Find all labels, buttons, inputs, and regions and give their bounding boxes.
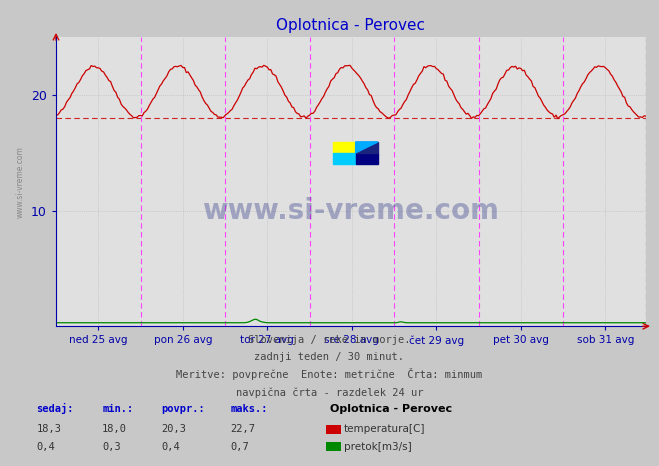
Text: www.si-vreme.com: www.si-vreme.com (202, 197, 500, 225)
Text: temperatura[C]: temperatura[C] (344, 425, 426, 434)
Text: Slovenija / reke in morje.: Slovenija / reke in morje. (248, 335, 411, 344)
Text: 18,3: 18,3 (36, 425, 61, 434)
Text: povpr.:: povpr.: (161, 404, 205, 414)
Text: 22,7: 22,7 (231, 425, 256, 434)
Text: 18,0: 18,0 (102, 425, 127, 434)
Title: Oplotnica - Perovec: Oplotnica - Perovec (276, 18, 426, 34)
Bar (333, 153, 356, 164)
Text: 0,3: 0,3 (102, 442, 121, 452)
Text: pretok[m3/s]: pretok[m3/s] (344, 442, 412, 452)
Text: 0,4: 0,4 (36, 442, 55, 452)
Text: 0,4: 0,4 (161, 442, 180, 452)
Text: www.si-vreme.com: www.si-vreme.com (16, 146, 25, 218)
Text: min.:: min.: (102, 404, 133, 414)
Bar (356, 142, 378, 153)
Text: sedaj:: sedaj: (36, 404, 74, 414)
Polygon shape (356, 142, 378, 153)
Text: maks.:: maks.: (231, 404, 268, 414)
Text: Oplotnica - Perovec: Oplotnica - Perovec (330, 404, 451, 414)
Text: 20,3: 20,3 (161, 425, 186, 434)
Text: 0,7: 0,7 (231, 442, 249, 452)
Bar (333, 142, 356, 153)
Text: zadnji teden / 30 minut.: zadnji teden / 30 minut. (254, 352, 405, 362)
Text: Meritve: povprečne  Enote: metrične  Črta: minmum: Meritve: povprečne Enote: metrične Črta:… (177, 368, 482, 380)
Bar (356, 153, 378, 164)
Text: navpična črta - razdelek 24 ur: navpična črta - razdelek 24 ur (236, 387, 423, 397)
